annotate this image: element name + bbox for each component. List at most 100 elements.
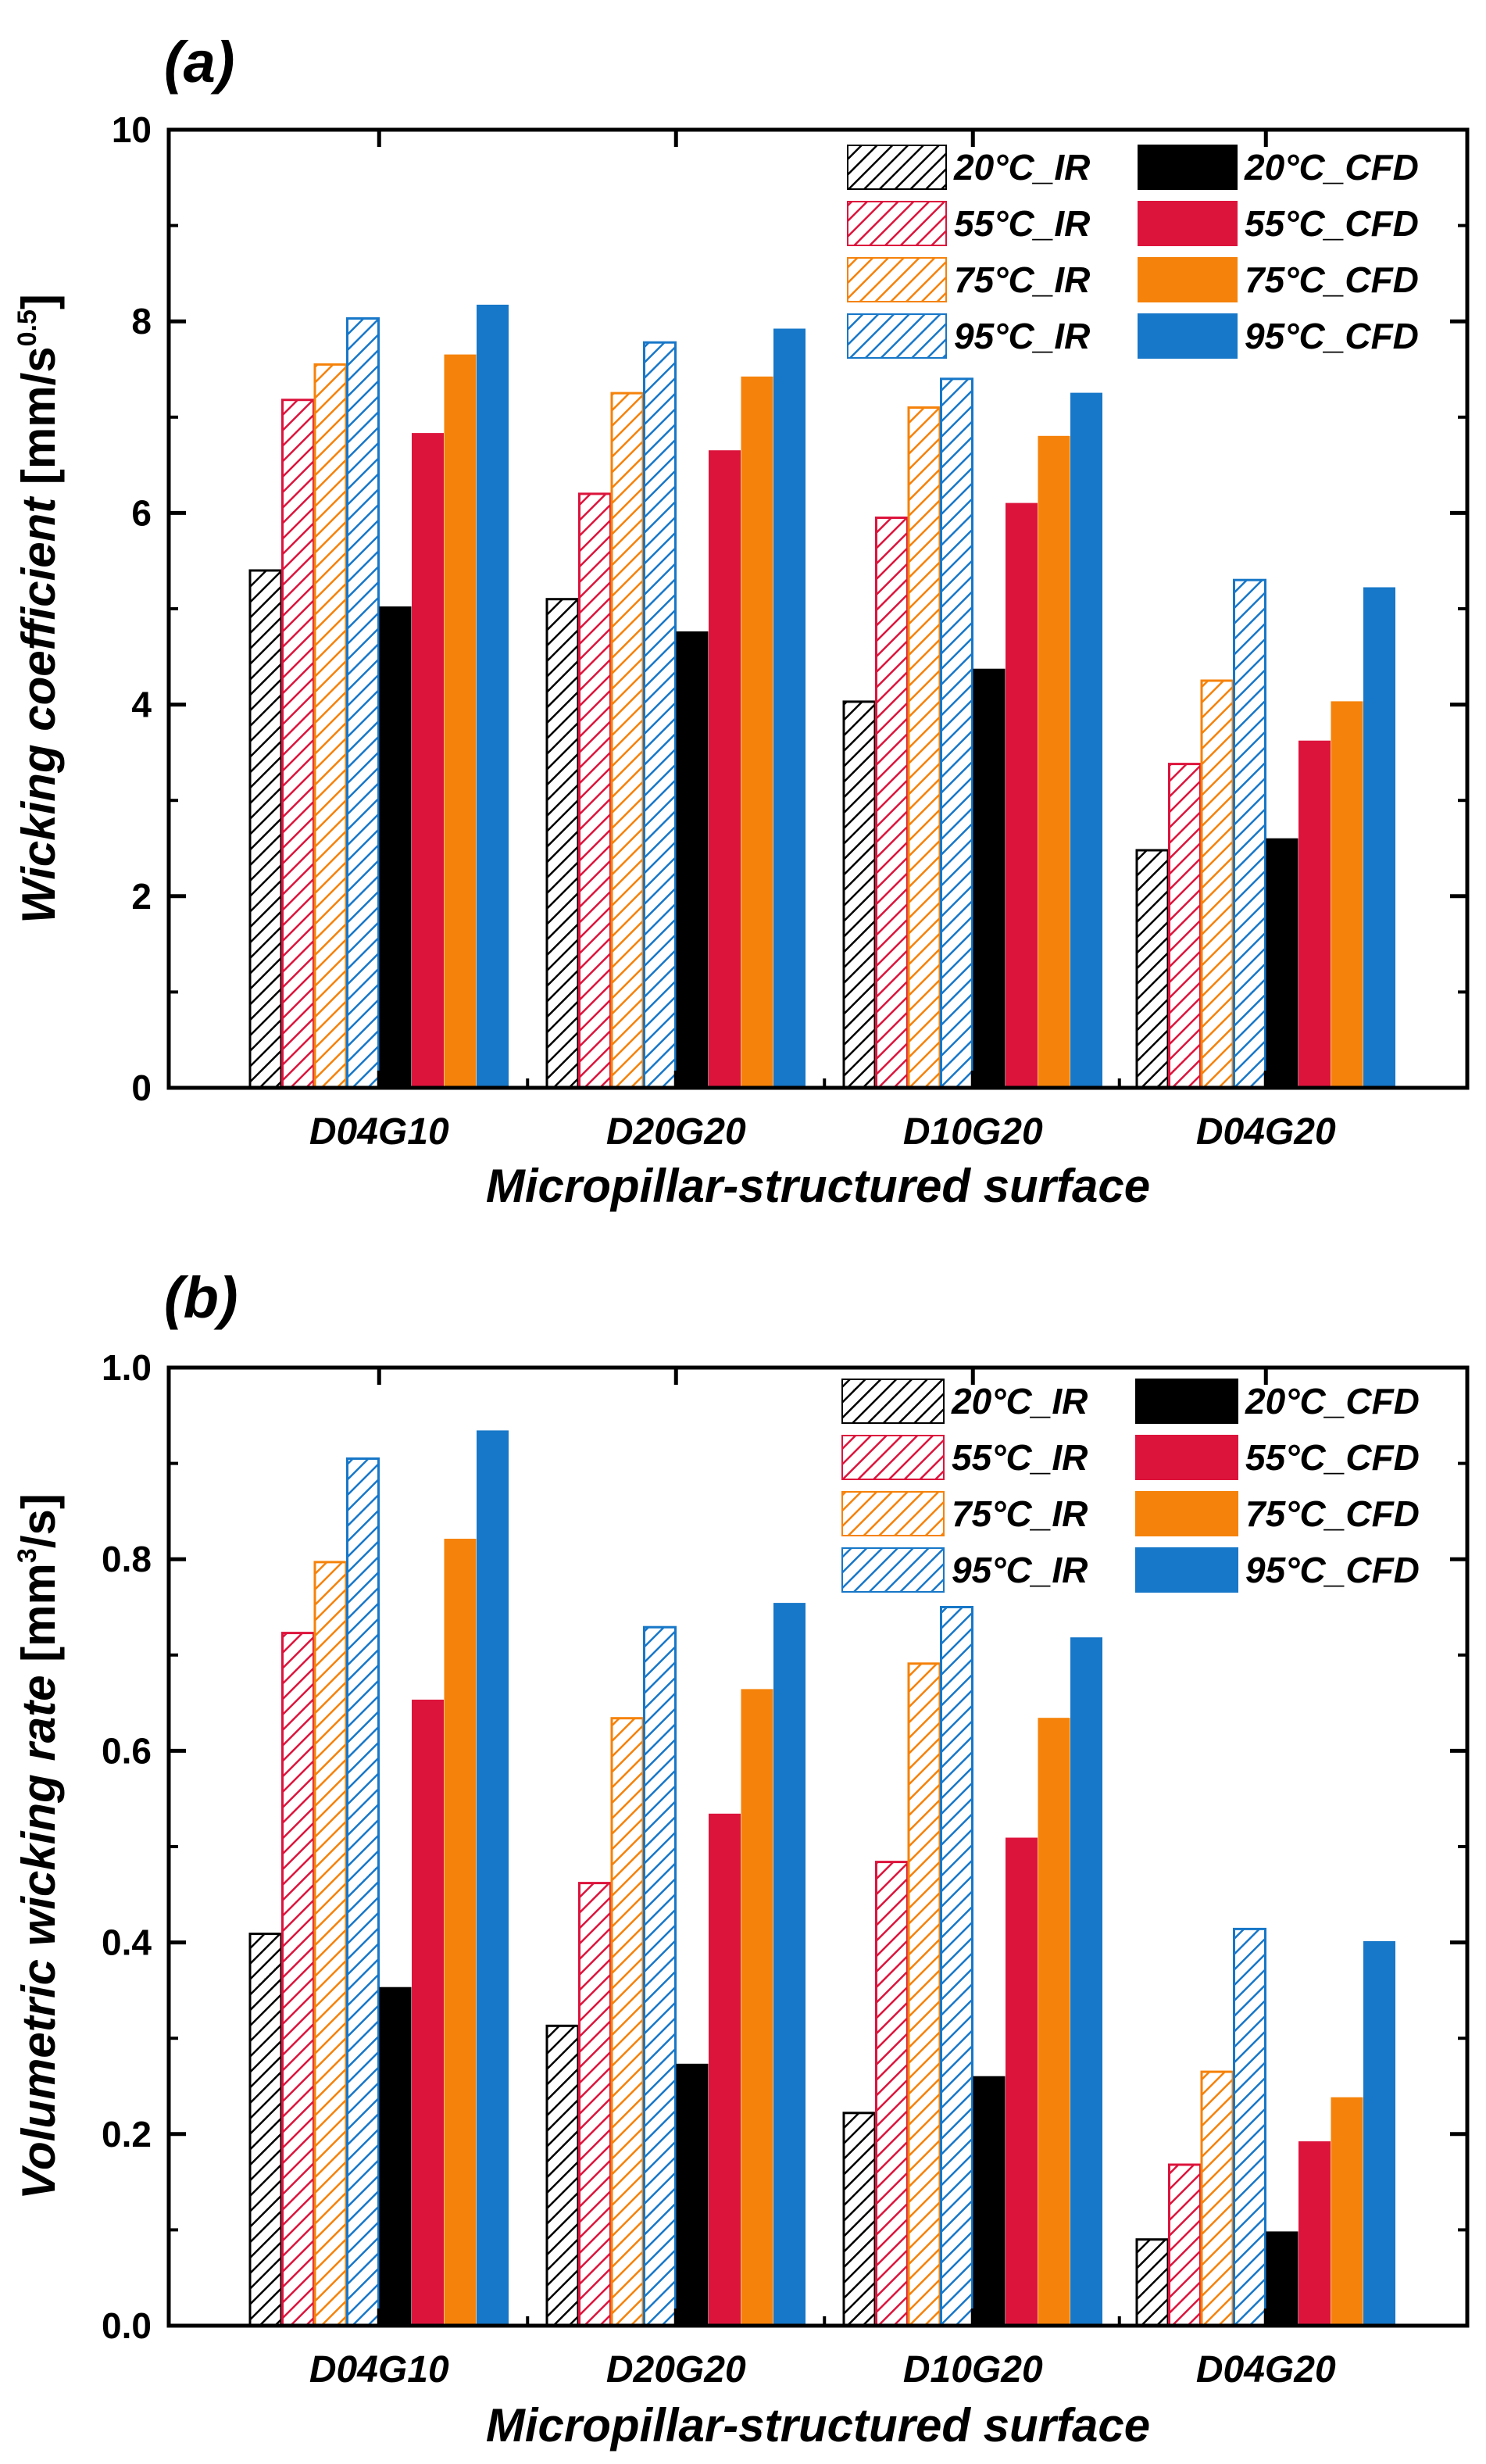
y-tick-label-4: 0.8 bbox=[102, 1539, 152, 1579]
bar-75-c-cfd-d04g20 bbox=[1331, 2097, 1363, 2326]
bar-75-c-cfd-d04g10 bbox=[444, 354, 477, 1089]
bar-95-c-cfd-d04g10 bbox=[477, 304, 509, 1089]
bar-75-c-ir-d04g10 bbox=[313, 1561, 348, 2327]
y-tick-label-5: 1.0 bbox=[102, 1347, 152, 1388]
bar-20-c-ir-d04g10 bbox=[248, 569, 283, 1089]
legend-label-20-c-ir: 20°C_IR bbox=[953, 147, 1090, 188]
bar-75-c-ir-d20g20 bbox=[610, 392, 645, 1089]
y-tick-label-4: 8 bbox=[131, 301, 152, 342]
y-axis-label-main: Volumetric wicking rate bbox=[13, 1675, 65, 2200]
y-tick-label-3: 0.6 bbox=[102, 1730, 152, 1771]
bar-95-c-ir-d04g10 bbox=[346, 1457, 380, 2327]
bar-20-c-ir-d04g20 bbox=[1135, 849, 1170, 1089]
bar-55-c-ir-d10g20 bbox=[875, 517, 909, 1089]
bar-55-c-cfd-d04g20 bbox=[1298, 740, 1331, 1089]
legend-swatch-75-c-cfd bbox=[1138, 257, 1238, 302]
legend-swatch-20-c-cfd bbox=[1135, 1379, 1238, 1424]
bar-75-c-ir-d20g20 bbox=[610, 1717, 645, 2327]
panel-b: (b) 0.0 0.2 0.4 0.6 0.8 1.0 D04G10 D20G20 D10G20 D… bbox=[13, 1265, 1470, 2451]
legend-label-75-c-ir: 75°C_IR bbox=[954, 259, 1090, 300]
legend-swatch-95-c-ir bbox=[841, 1547, 945, 1593]
bar-95-c-ir-d04g20 bbox=[1233, 578, 1266, 1089]
bar-55-c-cfd-d04g10 bbox=[412, 1699, 444, 2326]
bar-95-c-cfd-d04g10 bbox=[477, 1430, 509, 2326]
y-tick-label-2: 4 bbox=[131, 685, 152, 725]
bar-20-c-cfd-d04g20 bbox=[1266, 838, 1298, 1089]
panel-b-legend: 20°C_IR 55°C_IR 75°C_IR 95°C_IR 20°C_CFD 55°C… bbox=[841, 1379, 1420, 1593]
legend-swatch-75-c-ir bbox=[847, 257, 947, 302]
bar-20-c-ir-d04g10 bbox=[248, 1933, 283, 2327]
panel-a-label: (a) bbox=[164, 30, 234, 95]
legend-label-20-c-ir: 20°C_IR bbox=[951, 1381, 1088, 1422]
bar-55-c-cfd-d10g20 bbox=[1006, 1837, 1038, 2326]
bar-20-c-cfd-d04g10 bbox=[379, 1987, 412, 2326]
bar-75-c-cfd-d10g20 bbox=[1038, 435, 1070, 1089]
x-tick-label-d10g20: D10G20 bbox=[903, 1111, 1043, 1153]
bar-55-c-ir-d10g20 bbox=[875, 1861, 909, 2327]
bar-20-c-cfd-d20g20 bbox=[676, 2063, 709, 2326]
legend-swatch-95-c-cfd bbox=[1138, 313, 1238, 359]
bar-55-c-ir-d20g20 bbox=[578, 492, 612, 1089]
legend-swatch-75-c-cfd bbox=[1135, 1491, 1238, 1536]
y-tick-label-2: 0.4 bbox=[102, 1922, 152, 1963]
x-tick-label-d10g20: D10G20 bbox=[903, 2349, 1043, 2391]
bar-20-c-ir-d10g20 bbox=[842, 700, 877, 1089]
legend-label-95-c-ir: 95°C_IR bbox=[952, 1550, 1088, 1590]
bar-20-c-cfd-d04g10 bbox=[379, 606, 412, 1089]
legend-swatch-20-c-cfd bbox=[1138, 145, 1238, 190]
legend-label-95-c-ir: 95°C_IR bbox=[954, 316, 1090, 356]
bar-75-c-cfd-d20g20 bbox=[741, 376, 773, 1089]
bar-95-c-ir-d20g20 bbox=[643, 1625, 677, 2327]
y-tick-label-3: 6 bbox=[131, 492, 152, 533]
panel-b-x-axis-label: Micropillar-structured surface bbox=[486, 2399, 1150, 2451]
panel-a-x-axis-label: Micropillar-structured surface bbox=[486, 1160, 1150, 1212]
bar-20-c-cfd-d20g20 bbox=[676, 631, 709, 1089]
bar-55-c-cfd-d10g20 bbox=[1006, 502, 1038, 1089]
bar-75-c-ir-d10g20 bbox=[907, 1662, 941, 2327]
y-axis-label-unit-end: /s] bbox=[13, 1493, 65, 1548]
legend-swatch-55-c-cfd bbox=[1135, 1435, 1238, 1480]
bar-95-c-cfd-d10g20 bbox=[1070, 1637, 1102, 2326]
panel-a-legend: 20°C_IR 55°C_IR 75°C_IR 95°C_IR 20°C_CFD 55°C… bbox=[847, 145, 1419, 359]
legend-label-75-c-cfd: 75°C_CFD bbox=[1245, 1493, 1420, 1534]
x-tick-label-d04g20: D04G20 bbox=[1196, 2349, 1336, 2391]
bar-95-c-ir-d10g20 bbox=[940, 377, 973, 1089]
legend-label-55-c-ir: 55°C_IR bbox=[952, 1437, 1088, 1478]
legend-swatch-55-c-cfd bbox=[1138, 201, 1238, 246]
bar-55-c-ir-d04g20 bbox=[1168, 763, 1202, 1089]
legend-swatch-75-c-ir bbox=[841, 1491, 945, 1536]
legend-label-20-c-cfd: 20°C_CFD bbox=[1245, 1381, 1420, 1422]
legend-label-95-c-cfd: 95°C_CFD bbox=[1245, 316, 1419, 356]
bar-75-c-cfd-d20g20 bbox=[741, 1689, 773, 2326]
legend-label-55-c-cfd: 55°C_CFD bbox=[1245, 203, 1419, 244]
panel-b-label: (b) bbox=[164, 1265, 238, 1330]
panel-a: (a) 0 2 4 6 8 10 D04G10 D20G20 D10G20 D04G20 Microp… bbox=[13, 30, 1470, 1212]
legend-label-55-c-ir: 55°C_IR bbox=[954, 203, 1090, 244]
x-tick-label-d04g10: D04G10 bbox=[309, 1111, 449, 1153]
bar-75-c-ir-d10g20 bbox=[907, 406, 941, 1089]
bar-95-c-cfd-d20g20 bbox=[773, 328, 806, 1089]
bar-95-c-ir-d04g20 bbox=[1233, 1927, 1266, 2327]
y-tick-label-1: 2 bbox=[131, 876, 152, 917]
bar-95-c-cfd-d10g20 bbox=[1070, 392, 1102, 1089]
legend-swatch-20-c-ir bbox=[847, 145, 947, 190]
bar-95-c-cfd-d04g20 bbox=[1363, 587, 1395, 1089]
bar-95-c-cfd-d04g20 bbox=[1363, 1940, 1395, 2326]
panel-a-y-axis-label: Wicking coefficient [mm/s0.5] bbox=[13, 294, 65, 924]
bar-95-c-ir-d20g20 bbox=[643, 341, 677, 1089]
bar-20-c-ir-d20g20 bbox=[545, 598, 580, 1089]
bar-75-c-ir-d04g10 bbox=[313, 363, 348, 1089]
bar-55-c-cfd-d20g20 bbox=[709, 450, 741, 1089]
legend-label-55-c-cfd: 55°C_CFD bbox=[1245, 1437, 1420, 1478]
bar-20-c-cfd-d10g20 bbox=[973, 668, 1006, 1089]
bar-75-c-cfd-d04g10 bbox=[444, 1539, 477, 2326]
legend-label-20-c-cfd: 20°C_CFD bbox=[1244, 147, 1419, 188]
bar-95-c-ir-d10g20 bbox=[940, 1606, 973, 2327]
bar-55-c-ir-d20g20 bbox=[578, 1882, 612, 2327]
legend-label-75-c-ir: 75°C_IR bbox=[952, 1493, 1088, 1534]
x-tick-label-d04g20: D04G20 bbox=[1196, 1111, 1336, 1153]
bar-55-c-cfd-d20g20 bbox=[709, 1813, 741, 2326]
bar-55-c-cfd-d04g10 bbox=[412, 433, 444, 1089]
